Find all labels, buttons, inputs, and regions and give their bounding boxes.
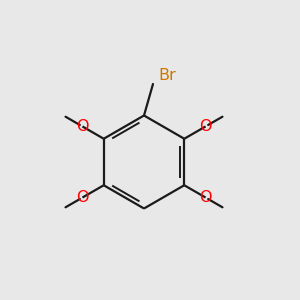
Text: O: O — [199, 119, 212, 134]
Text: Br: Br — [158, 68, 176, 82]
Text: O: O — [76, 190, 89, 205]
Text: O: O — [76, 119, 89, 134]
Text: O: O — [199, 190, 212, 205]
